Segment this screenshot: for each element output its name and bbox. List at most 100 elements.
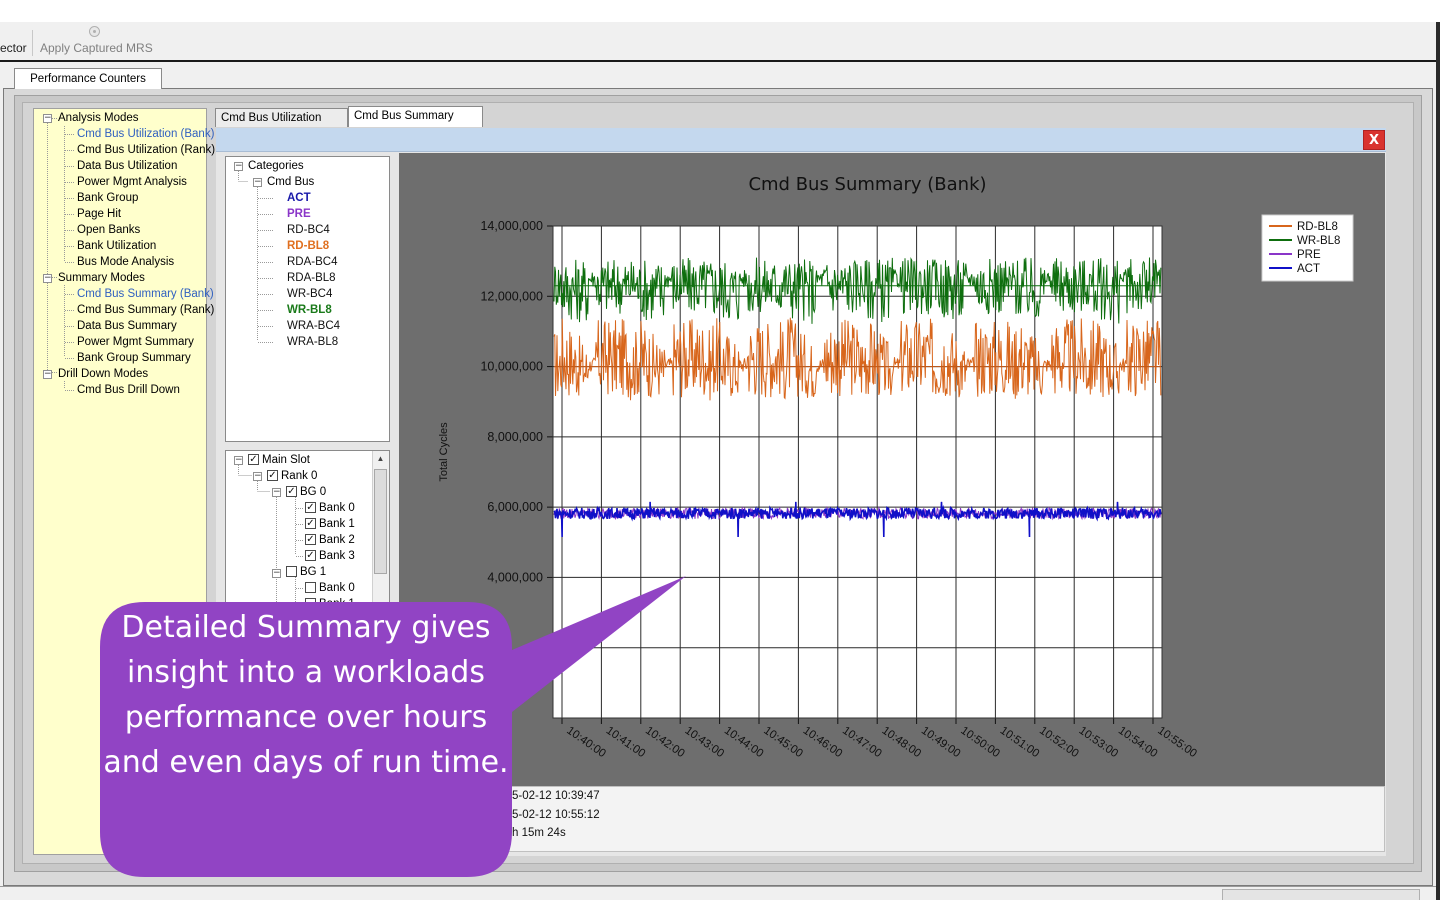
- tree-item-bank-utilization[interactable]: Bank Utilization: [77, 240, 157, 252]
- category-rd-bl8[interactable]: RD-BL8: [287, 240, 330, 252]
- scroll-thumb[interactable]: [374, 469, 387, 574]
- bg0-bank-1-checkbox[interactable]: ✓: [305, 518, 316, 529]
- y-tick-label: 8,000,000: [487, 430, 543, 444]
- y-tick-label: 12,000,000: [480, 289, 543, 303]
- x-tick-label: 10:47:00: [840, 725, 884, 761]
- legend-label-rd-bl8: RD-BL8: [1297, 221, 1338, 233]
- x-tick-label: 10:50:00: [958, 725, 1002, 761]
- collapse-cmd-bus-icon[interactable]: −: [253, 177, 262, 187]
- tree-item-bus-mode-analysis[interactable]: Bus Mode Analysis: [77, 256, 175, 268]
- capture-time-info: 5-02-12 10:39:47 5-02-12 10:55:12 h 15m …: [399, 786, 1385, 852]
- collapse-categories-icon[interactable]: −: [234, 161, 243, 171]
- collapse-analysis-modes-icon[interactable]: −: [43, 113, 52, 123]
- category-wra-bc4[interactable]: WRA-BC4: [287, 320, 341, 332]
- tree-group-analysis-modes[interactable]: Analysis Modes: [58, 112, 139, 124]
- slot-bg-1[interactable]: BG 1: [300, 566, 327, 578]
- view-titlebar: [216, 128, 1386, 152]
- slot-bg0-bank-0[interactable]: Bank 0: [319, 502, 355, 514]
- tree-item-cmd-bus-drill-down[interactable]: Cmd Bus Drill Down: [77, 384, 180, 396]
- x-tick-label: 10:51:00: [998, 725, 1042, 761]
- collapse-drill-down-modes-icon[interactable]: −: [43, 369, 52, 379]
- category-rda-bl8[interactable]: RDA-BL8: [287, 272, 336, 284]
- x-tick-label: 10:55:00: [1155, 725, 1199, 761]
- x-tick-label: 10:40:00: [564, 725, 608, 761]
- tab-cmd-bus-summary-bank[interactable]: Cmd Bus Summary (Bank): [348, 106, 483, 140]
- y-tick-label: 10,000,000: [480, 360, 543, 374]
- tab-performance-counters[interactable]: Performance Counters: [14, 68, 162, 89]
- collapse-bg-1-icon[interactable]: −: [272, 568, 281, 578]
- toolbar-divider: [0, 60, 1436, 62]
- legend-label-pre: PRE: [1297, 249, 1321, 261]
- slot-bg-0[interactable]: BG 0: [300, 486, 327, 498]
- callout-text: Detailed Summary gives insight into a wo…: [103, 610, 509, 780]
- apply-captured-mrs-button[interactable]: Apply Captured MRS: [40, 41, 153, 55]
- tree-item-bank-group[interactable]: Bank Group: [77, 192, 139, 204]
- toolbar: [0, 22, 1440, 61]
- slot-bg0-bank-2[interactable]: Bank 2: [319, 534, 355, 546]
- end-time: 5-02-12 10:55:12: [512, 809, 600, 821]
- bottom-button[interactable]: [1222, 889, 1420, 900]
- tree-item-cmd-bus-utilization-rank[interactable]: Cmd Bus Utilization (Rank): [77, 144, 216, 156]
- bg0-bank-3-checkbox[interactable]: ✓: [305, 550, 316, 561]
- slot-bg1-bank-0[interactable]: Bank 0: [319, 582, 355, 594]
- close-view-button[interactable]: X: [1363, 130, 1385, 150]
- category-rda-bc4[interactable]: RDA-BC4: [287, 256, 338, 268]
- y-tick-label: 4,000,000: [487, 570, 543, 584]
- tree-item-cmd-bus-summary-rank[interactable]: Cmd Bus Summary (Rank): [77, 304, 215, 316]
- tree-item-data-bus-summary[interactable]: Data Bus Summary: [77, 320, 177, 332]
- collapse-bg-0-icon[interactable]: −: [272, 487, 281, 497]
- x-tick-label: 10:43:00: [682, 725, 726, 761]
- tree-item-cmd-bus-utilization-bank[interactable]: Cmd Bus Utilization (Bank): [77, 128, 215, 140]
- tree-item-page-hit[interactable]: Page Hit: [77, 208, 122, 220]
- bg1-bank-0-checkbox[interactable]: [305, 582, 316, 593]
- category-pre[interactable]: PRE: [287, 208, 311, 220]
- tree-item-power-mgmt-analysis[interactable]: Power Mgmt Analysis: [77, 176, 187, 188]
- slot-rank-0[interactable]: Rank 0: [281, 470, 318, 482]
- bg-0-checkbox[interactable]: ✓: [286, 486, 297, 497]
- tab-cmd-bus-utilization-bank[interactable]: Cmd Bus Utilization (Bank): [215, 108, 348, 142]
- bg-1-checkbox[interactable]: [286, 566, 297, 577]
- collapse-main-slot-icon[interactable]: −: [234, 455, 243, 465]
- tree-group-summary-modes[interactable]: Summary Modes: [58, 272, 145, 284]
- x-tick-label: 10:52:00: [1037, 725, 1081, 761]
- top-strip: [0, 0, 1440, 22]
- slot-tree: − ✓ Main Slot − ✓ Rank 0− ✓ BG 0 ✓ Bank 0 ✓ Bank 1 ✓…: [225, 450, 390, 610]
- tree-lines: [47, 118, 74, 391]
- cmd-bus-summary-chart: Cmd Bus Summary (Bank) 14,000,000 12,000,0…: [438, 174, 1354, 761]
- collapse-rank-0-icon[interactable]: −: [253, 471, 262, 481]
- y-tick-label: 14,000,000: [480, 219, 543, 233]
- tree-item-power-mgmt-summary[interactable]: Power Mgmt Summary: [77, 336, 194, 348]
- tree-item-bank-group-summary[interactable]: Bank Group Summary: [77, 352, 191, 364]
- bottom-strip: [0, 886, 1436, 900]
- slot-bg0-bank-1[interactable]: Bank 1: [319, 518, 355, 530]
- legend-label-act: ACT: [1297, 263, 1320, 275]
- category-wr-bl8[interactable]: WR-BL8: [287, 304, 332, 316]
- legend: RD-BL8 WR-BL8 PRE ACT: [1261, 214, 1354, 282]
- main-slot-checkbox[interactable]: ✓: [248, 454, 259, 465]
- scroll-up-arrow-icon[interactable]: ▲: [376, 454, 385, 463]
- tree-group-drill-down-modes[interactable]: Drill Down Modes: [58, 368, 149, 380]
- x-tick-label: 10:41:00: [604, 725, 648, 761]
- legend-label-wr-bl8: WR-BL8: [1297, 235, 1340, 247]
- tree-item-open-banks[interactable]: Open Banks: [77, 224, 141, 236]
- slot-bg0-bank-3[interactable]: Bank 3: [319, 550, 355, 562]
- categories-cmd-bus[interactable]: Cmd Bus: [267, 176, 315, 188]
- collapse-summary-modes-icon[interactable]: −: [43, 273, 52, 283]
- tree-item-data-bus-utilization[interactable]: Data Bus Utilization: [77, 160, 178, 172]
- toolbar-partial-button[interactable]: ector: [0, 41, 27, 55]
- categories-tree: − Categories − Cmd Bus ACT PRE RD-BC4 RD-BL8 RDA…: [225, 156, 390, 442]
- category-rd-bc4[interactable]: RD-BC4: [287, 224, 330, 236]
- apply-mrs-icon: [89, 26, 100, 37]
- categories-root[interactable]: Categories: [248, 160, 304, 172]
- y-axis-label: Total Cycles: [438, 422, 450, 482]
- slot-main[interactable]: Main Slot: [262, 454, 310, 466]
- category-wra-bl8[interactable]: WRA-BL8: [287, 336, 339, 348]
- x-tick-label: 10:48:00: [879, 725, 923, 761]
- category-wr-bc4[interactable]: WR-BC4: [287, 288, 333, 300]
- rank-0-checkbox[interactable]: ✓: [267, 470, 278, 481]
- bg0-bank-0-checkbox[interactable]: ✓: [305, 502, 316, 513]
- tree-item-cmd-bus-summary-bank[interactable]: Cmd Bus Summary (Bank): [77, 288, 214, 300]
- chart-panel: Cmd Bus Summary (Bank) 14,000,000 12,000,0…: [399, 153, 1385, 786]
- bg0-bank-2-checkbox[interactable]: ✓: [305, 534, 316, 545]
- category-act[interactable]: ACT: [287, 192, 311, 204]
